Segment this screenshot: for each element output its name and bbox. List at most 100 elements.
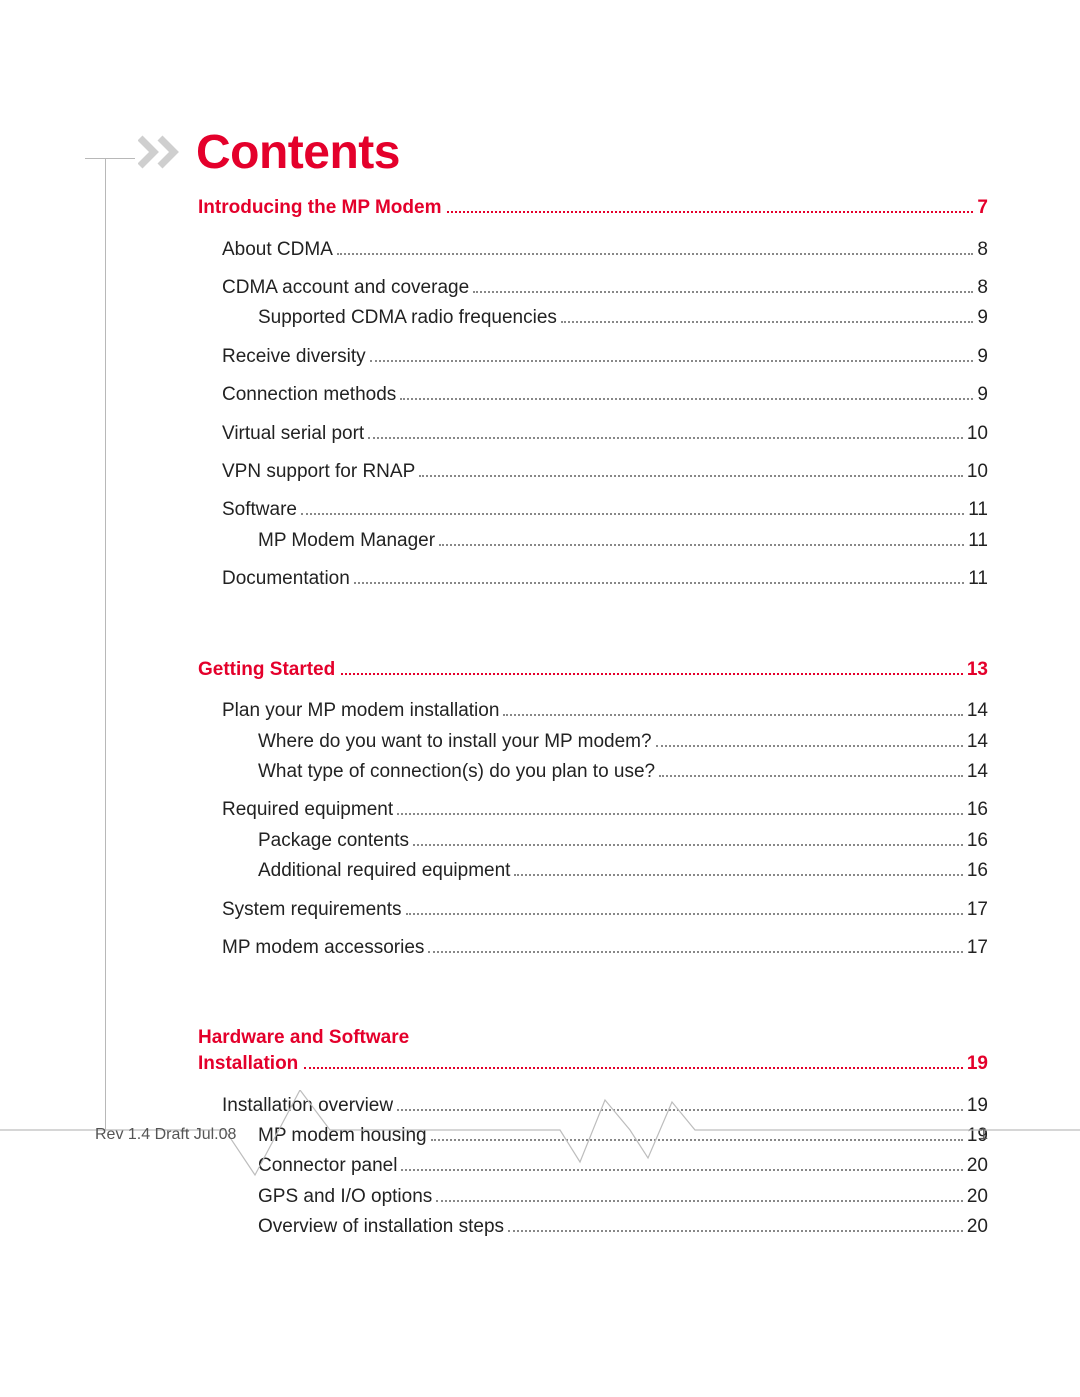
toc-entry-label: Overview of installation steps <box>258 1212 504 1242</box>
toc-entry: Package contents 16 <box>198 826 988 856</box>
dot-leader <box>354 575 964 585</box>
footer-revision: Rev 1.4 Draft Jul.08 <box>95 1126 236 1144</box>
toc-entry: Required equipment 16 <box>198 795 988 825</box>
dot-leader <box>659 767 963 777</box>
toc-entry-page: 17 <box>967 933 988 963</box>
toc-entry-page: 20 <box>967 1212 988 1242</box>
toc-entry: Connection methods 9 <box>198 380 988 410</box>
toc-entry-page: 14 <box>967 757 988 787</box>
toc-entry: System requirements 17 <box>198 895 988 925</box>
toc-entry-label: MP Modem Manager <box>258 526 435 556</box>
toc-entry-label: GPS and I/O options <box>258 1182 432 1212</box>
toc-entry-page: 8 <box>977 235 988 265</box>
dot-leader <box>368 429 963 439</box>
page-footer: Rev 1.4 Draft Jul.08 1 <box>95 1126 988 1144</box>
toc-entry-page: 20 <box>967 1151 988 1181</box>
toc-entry-page: 9 <box>977 342 988 372</box>
dot-leader <box>561 314 974 324</box>
toc-entry-label: VPN support for RNAP <box>222 457 415 487</box>
toc-entry: Plan your MP modem installation 14 <box>198 696 988 726</box>
dot-leader <box>428 943 962 953</box>
dot-leader <box>304 1059 963 1069</box>
toc-chapter-page: 19 <box>967 1051 988 1077</box>
toc-entry-label: Plan your MP modem installation <box>222 696 499 726</box>
toc-entry-label: Additional required equipment <box>258 856 510 886</box>
dot-leader <box>397 1101 963 1111</box>
toc-section: Introducing the MP Modem7About CDMA8CDMA… <box>198 195 988 595</box>
dot-leader <box>436 1192 963 1202</box>
toc-entry: Software 11 <box>198 495 988 525</box>
dot-leader <box>419 467 963 477</box>
toc-entry-label: Required equipment <box>222 795 393 825</box>
toc-entry-page: 16 <box>967 795 988 825</box>
toc-entry-label: Supported CDMA radio frequencies <box>258 303 557 333</box>
toc-entry-label: Connection methods <box>222 380 396 410</box>
section-gap <box>198 963 988 999</box>
dot-leader <box>473 284 973 294</box>
dot-leader <box>337 245 974 255</box>
footer-page-number: 1 <box>979 1126 988 1144</box>
toc-entry-page: 9 <box>977 303 988 333</box>
toc-entry: Connector panel 20 <box>198 1151 988 1181</box>
toc-entry-page: 14 <box>967 696 988 726</box>
toc-entry: MP Modem Manager 11 <box>198 526 988 556</box>
toc-entry-page: 9 <box>977 380 988 410</box>
toc-entry-label: About CDMA <box>222 235 333 265</box>
dot-leader <box>301 506 964 516</box>
toc-entry-label: What type of connection(s) do you plan t… <box>258 757 655 787</box>
toc-entry-page: 16 <box>967 826 988 856</box>
table-of-contents: Introducing the MP Modem7About CDMA8CDMA… <box>198 195 988 1243</box>
horizontal-rule-tick <box>85 158 135 159</box>
toc-entry: GPS and I/O options 20 <box>198 1182 988 1212</box>
toc-entry-label: System requirements <box>222 895 402 925</box>
toc-chapter-label: Installation <box>198 1051 298 1077</box>
toc-entry-label: Software <box>222 495 297 525</box>
toc-entry-label: Installation overview <box>222 1091 393 1121</box>
toc-chapter-heading: Hardware and Software <box>198 1025 988 1051</box>
toc-entry-page: 20 <box>967 1182 988 1212</box>
dot-leader <box>656 737 963 747</box>
toc-entry: Where do you want to install your MP mod… <box>198 727 988 757</box>
toc-entry-label: Virtual serial port <box>222 419 364 449</box>
toc-section: Getting Started 13 Plan your MP modem inst… <box>198 657 988 964</box>
toc-entry-page: 14 <box>967 727 988 757</box>
toc-entry: MP modem accessories 17 <box>198 933 988 963</box>
toc-entry-page: 11 <box>968 526 988 556</box>
toc-entry-page: 11 <box>968 564 988 594</box>
toc-entry-label: Package contents <box>258 826 409 856</box>
toc-entry-label: CDMA account and coverage <box>222 273 469 303</box>
toc-chapter-page: 13 <box>967 657 988 683</box>
toc-chapter-label: Getting Started <box>198 657 335 683</box>
dot-leader <box>439 536 964 546</box>
double-chevron-icon <box>138 134 186 170</box>
toc-entry-page: 16 <box>967 856 988 886</box>
toc-entry: Installation overview19 <box>198 1091 988 1121</box>
toc-entry: Virtual serial port 10 <box>198 419 988 449</box>
toc-entry: CDMA account and coverage 8 <box>198 273 988 303</box>
toc-chapter-page: 7 <box>977 195 988 221</box>
toc-entry: Supported CDMA radio frequencies 9 <box>198 303 988 333</box>
toc-entry: About CDMA 8 <box>198 235 988 265</box>
toc-entry-label: Connector panel <box>258 1151 397 1181</box>
dot-leader <box>401 1162 962 1172</box>
document-page: Contents Introducing the MP Modem 7 About … <box>0 0 1080 1397</box>
page-title: Contents <box>196 125 400 180</box>
dot-leader <box>413 836 963 846</box>
toc-entry-label: Documentation <box>222 564 350 594</box>
toc-entry-page: 11 <box>968 495 988 525</box>
dot-leader <box>397 806 963 816</box>
toc-chapter-label: Introducing the MP Modem <box>198 195 441 221</box>
dot-leader <box>447 203 973 213</box>
dot-leader <box>370 352 974 362</box>
toc-chapter-heading: Getting Started 13 <box>198 657 988 683</box>
toc-entry: Additional required equipment 16 <box>198 856 988 886</box>
toc-entry: What type of connection(s) do you plan t… <box>198 757 988 787</box>
toc-entry-page: 17 <box>967 895 988 925</box>
toc-entry-label: Where do you want to install your MP mod… <box>258 727 652 757</box>
toc-entry-page: 10 <box>967 457 988 487</box>
toc-entry-label: MP modem accessories <box>222 933 424 963</box>
toc-entry: Documentation 11 <box>198 564 988 594</box>
toc-entry-label: Receive diversity <box>222 342 366 372</box>
toc-entry-page: 10 <box>967 419 988 449</box>
toc-entry-page: 8 <box>977 273 988 303</box>
